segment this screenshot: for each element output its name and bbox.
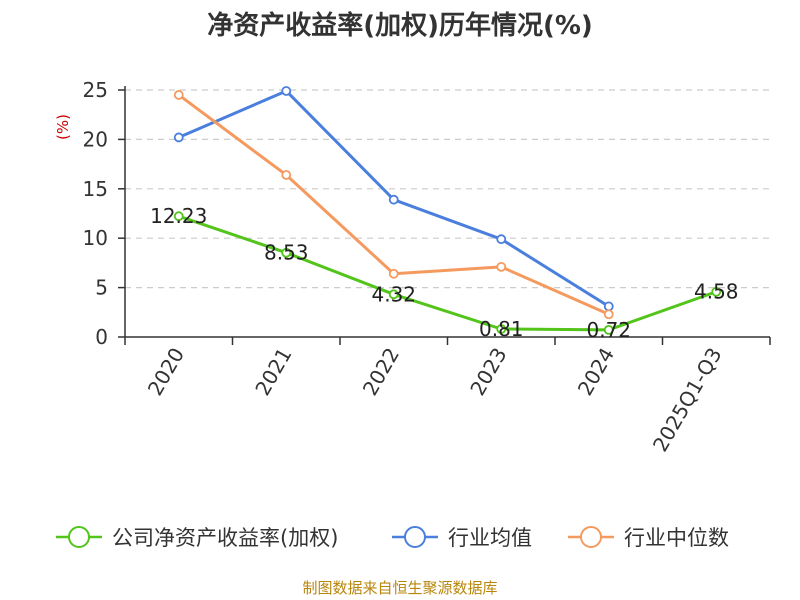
- legend-item[interactable]: 行业均值: [392, 526, 532, 550]
- data-point: [388, 289, 399, 300]
- data-point: [496, 324, 507, 334]
- data-point: [173, 211, 184, 222]
- axes: [118, 86, 771, 345]
- x-tick-label: 2024: [573, 344, 619, 400]
- data-label: 4.32: [371, 282, 416, 306]
- legend-swatch-marker: [404, 526, 426, 548]
- x-tick-label: 2023: [465, 344, 511, 400]
- legend-item[interactable]: 行业中位数: [568, 526, 729, 550]
- data-point: [603, 324, 614, 335]
- data-point: [711, 286, 722, 297]
- data-labels: 12.23 8.53 4.32 0.81 0.72 4.58: [150, 204, 738, 342]
- data-point: [496, 234, 507, 245]
- legend: 公司净资产收益率(加权) 行业均值 行业中位数: [56, 526, 729, 550]
- data-label: 12.23: [150, 204, 207, 228]
- data-label: 0.81: [479, 317, 524, 341]
- y-tick-label: 0: [95, 325, 108, 349]
- y-tick-label: 25: [83, 78, 108, 102]
- legend-swatch-marker: [68, 526, 90, 548]
- legend-swatch-marker: [580, 526, 602, 548]
- y-tick-label: 15: [83, 177, 108, 201]
- legend-label: 公司净资产收益率(加权): [112, 526, 338, 550]
- legend-label: 行业中位数: [624, 526, 729, 550]
- data-point: [388, 194, 399, 205]
- x-tick-label: 2020: [143, 344, 189, 400]
- series-line: [178, 214, 717, 332]
- y-axis-unit: (%): [54, 114, 72, 140]
- data-point: [173, 132, 184, 143]
- series-lines: [173, 86, 722, 335]
- source-note: 制图数据来自恒生聚源数据库: [302, 579, 497, 597]
- data-point: [603, 301, 614, 312]
- data-point: [603, 309, 614, 320]
- data-label: 4.58: [694, 280, 739, 304]
- legend-label: 行业均值: [448, 526, 532, 550]
- y-tick-label: 10: [83, 226, 108, 250]
- data-point: [388, 268, 399, 279]
- data-point: [173, 90, 184, 100]
- chart-title: 净资产收益率(加权)历年情况(%): [207, 10, 593, 41]
- data-label: 0.72: [586, 318, 631, 342]
- legend-item[interactable]: 公司净资产收益率(加权): [56, 526, 338, 550]
- x-tick-label: 2021: [250, 344, 296, 400]
- x-tick-label: 2022: [358, 344, 404, 400]
- data-point: [281, 170, 292, 180]
- data-point: [281, 86, 292, 96]
- data-point: [281, 247, 292, 258]
- y-tick-label: 20: [83, 127, 108, 151]
- gridlines: [125, 89, 770, 289]
- data-point: [496, 261, 507, 272]
- data-label: 8.53: [264, 241, 309, 265]
- x-tick-label: 2025Q1-Q3: [648, 344, 727, 456]
- y-tick-label: 5: [95, 276, 108, 300]
